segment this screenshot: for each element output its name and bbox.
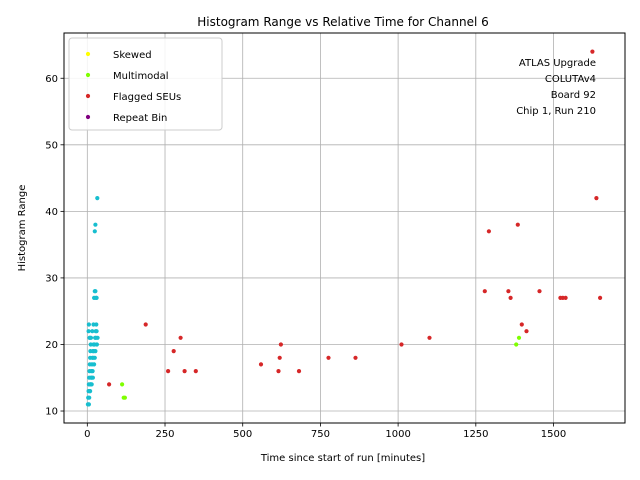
data-point <box>486 229 491 234</box>
data-point <box>86 329 91 334</box>
grid <box>64 33 625 423</box>
y-tick-label: 50 <box>45 140 58 151</box>
plot-frame <box>63 32 626 424</box>
y-tick-label: 10 <box>45 407 58 418</box>
x-tick-label: 1500 <box>541 429 566 440</box>
data-point <box>508 295 513 300</box>
data-point <box>93 349 98 354</box>
data-point <box>95 335 100 340</box>
legend-box <box>68 37 223 131</box>
data-point <box>88 335 94 340</box>
x-tick-label: 1250 <box>463 429 488 440</box>
data-point <box>519 322 524 327</box>
data-point <box>277 355 282 360</box>
data-point <box>88 389 93 394</box>
chart-title: Histogram Range vs Relative Time for Cha… <box>197 15 489 29</box>
data-point <box>482 289 487 294</box>
legend: Skewed Multimodal Flagged SEUs Repeat Bin <box>68 37 223 131</box>
data-point <box>95 196 100 201</box>
data-point <box>92 362 97 367</box>
data-point <box>92 355 97 360</box>
y-axis-title: Histogram Range <box>17 185 28 272</box>
legend-marker <box>85 93 91 99</box>
legend-label: Flagged SEUs <box>113 92 181 103</box>
data-point <box>514 342 519 347</box>
data-point <box>94 329 99 334</box>
x-tick-label: 250 <box>155 429 174 440</box>
x-tick-label: 500 <box>233 429 252 440</box>
x-tick-label: 0 <box>84 429 90 440</box>
data-point <box>90 369 95 374</box>
x-tick-label: 1000 <box>385 429 410 440</box>
data-point <box>89 382 94 387</box>
legend-label: Skewed <box>113 50 152 61</box>
data-point <box>276 369 281 374</box>
legend-label: Multimodal <box>113 71 169 82</box>
annotation-line: Board 92 <box>551 90 596 101</box>
data-point <box>182 369 187 374</box>
data-point <box>166 369 171 374</box>
data-point <box>258 362 264 367</box>
data-point <box>515 222 520 227</box>
data-point <box>122 395 127 400</box>
data-point <box>563 295 568 300</box>
data-point <box>94 342 99 347</box>
run-annotation: ATLAS Upgrade COLUTAv4 Board 92 Chip 1, Run… <box>516 58 596 117</box>
data-point <box>326 355 331 360</box>
data-point <box>143 322 148 327</box>
annotation-line: COLUTAv4 <box>545 74 596 85</box>
legend-marker <box>85 114 91 120</box>
legend-label: Repeat Bin <box>113 113 167 124</box>
data-point <box>93 289 98 294</box>
data-point <box>92 229 97 234</box>
data-point <box>193 369 198 374</box>
data-point <box>91 322 96 327</box>
y-tick-label: 20 <box>45 340 58 351</box>
data-point <box>94 295 99 300</box>
data-point <box>107 382 112 387</box>
data-point <box>87 395 92 400</box>
data-point <box>516 335 522 340</box>
data-points <box>85 49 603 407</box>
data-point <box>399 342 404 347</box>
data-point <box>598 295 603 300</box>
data-point <box>178 335 183 340</box>
data-point <box>86 402 91 407</box>
y-tick-label: 60 <box>45 74 58 85</box>
legend-marker <box>85 51 91 57</box>
annotation-line: ATLAS Upgrade <box>519 58 596 69</box>
x-tick-label: 750 <box>311 429 330 440</box>
axis-ticks: 0 250 500 750 1000 1250 1500 10 20 30 40 50 60 <box>45 74 566 440</box>
data-point <box>86 322 91 327</box>
x-axis-title: Time since start of run [minutes] <box>260 453 425 464</box>
data-point <box>506 289 511 294</box>
data-point <box>590 49 595 54</box>
data-point <box>90 375 95 380</box>
data-point <box>278 342 283 347</box>
data-point <box>120 382 125 387</box>
data-point <box>90 329 95 334</box>
data-point <box>537 289 542 294</box>
data-point <box>296 369 302 374</box>
y-tick-label: 40 <box>45 207 58 218</box>
data-point <box>524 329 529 334</box>
data-point <box>594 196 599 201</box>
data-point <box>93 222 98 227</box>
data-point <box>427 335 432 340</box>
annotation-line: Chip 1, Run 210 <box>516 106 596 117</box>
y-tick-label: 30 <box>45 273 58 284</box>
data-point <box>171 349 176 354</box>
data-point <box>353 355 358 360</box>
legend-marker <box>85 72 91 78</box>
